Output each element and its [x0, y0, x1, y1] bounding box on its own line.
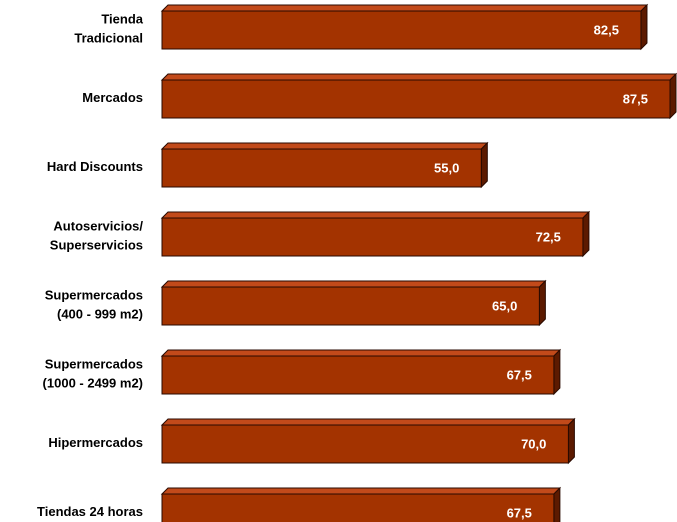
bar: 72,5: [160, 210, 591, 258]
data-label: 72,5: [536, 229, 561, 244]
category-label: Mercados: [82, 90, 143, 105]
bar-front-face: [161, 148, 482, 188]
data-label: 55,0: [434, 160, 459, 175]
bar-side-face: [582, 210, 590, 258]
bar-side-face: [538, 279, 546, 327]
category-label-line: Hard Discounts: [47, 159, 143, 174]
category-label-line: Supermercados: [45, 357, 143, 372]
category-label: Hard Discounts: [47, 159, 143, 174]
category-label: Tiendas 24 horas: [37, 504, 143, 519]
category-label-line: (400 - 999 m2): [57, 307, 143, 322]
category-label-line: Superservicios: [50, 238, 143, 253]
bar-side-face: [553, 486, 561, 522]
bar-front-face: [161, 286, 540, 326]
bar-front-face: [161, 424, 569, 464]
bar-top-face: [160, 211, 591, 219]
category-labels-group: Tienda Tradicional Mercados Hard Discounts A…: [37, 12, 144, 520]
category-label-line: Mercados: [82, 90, 143, 105]
category-label-line: Autoservicios/: [53, 219, 143, 234]
bar-side-face: [480, 141, 488, 189]
bar-side-face: [567, 417, 575, 465]
bar: 70,0: [160, 417, 576, 465]
data-label: 67,5: [507, 367, 532, 382]
bar-front-face: [161, 217, 584, 257]
category-label: Autoservicios/Superservicios: [50, 219, 144, 253]
category-label: Supermercados (1000 - 2499 m2): [43, 357, 143, 391]
bar-top-face: [160, 349, 562, 357]
bar: 67,5: [160, 486, 562, 522]
bar-top-face: [160, 487, 562, 495]
bar: 87,5: [160, 72, 677, 120]
data-label: 87,5: [623, 91, 648, 106]
data-label: 65,0: [492, 298, 517, 313]
category-label: Hipermercados: [48, 435, 143, 450]
bar-top-face: [160, 73, 677, 81]
bar-front-face: [161, 79, 671, 119]
bar-front-face: [161, 355, 555, 395]
category-label: Supermercados (400 - 999 m2): [45, 288, 143, 322]
bar-top-face: [160, 418, 576, 426]
category-label-line: Tienda: [101, 12, 143, 27]
bar-side-face: [640, 3, 648, 51]
bar-top-face: [160, 4, 649, 12]
bar-side-face: [669, 72, 677, 120]
data-label: 67,5: [507, 505, 532, 520]
bar: 67,5: [160, 348, 562, 396]
bar-top-face: [160, 142, 489, 150]
bar-front-face: [161, 493, 555, 522]
category-label-line: Supermercados: [45, 288, 143, 303]
data-label: 70,0: [521, 436, 546, 451]
category-label-line: (1000 - 2499 m2): [43, 376, 143, 391]
bar: 82,5: [160, 3, 649, 51]
bar: 65,0: [160, 279, 547, 327]
category-label-line: Hipermercados: [48, 435, 143, 450]
category-label-line: Tiendas 24 horas: [37, 504, 143, 519]
bars-group: 82,5 87,5 55,0 72,5 65,0 67,5 70,0 67,5: [160, 3, 677, 522]
data-label: 82,5: [594, 22, 619, 37]
category-label: Tienda Tradicional: [74, 12, 143, 46]
bar-front-face: [161, 10, 642, 50]
bar-top-face: [160, 280, 547, 288]
bar: 55,0: [160, 141, 489, 189]
category-label-line: Tradicional: [74, 31, 143, 46]
bar-side-face: [553, 348, 561, 396]
